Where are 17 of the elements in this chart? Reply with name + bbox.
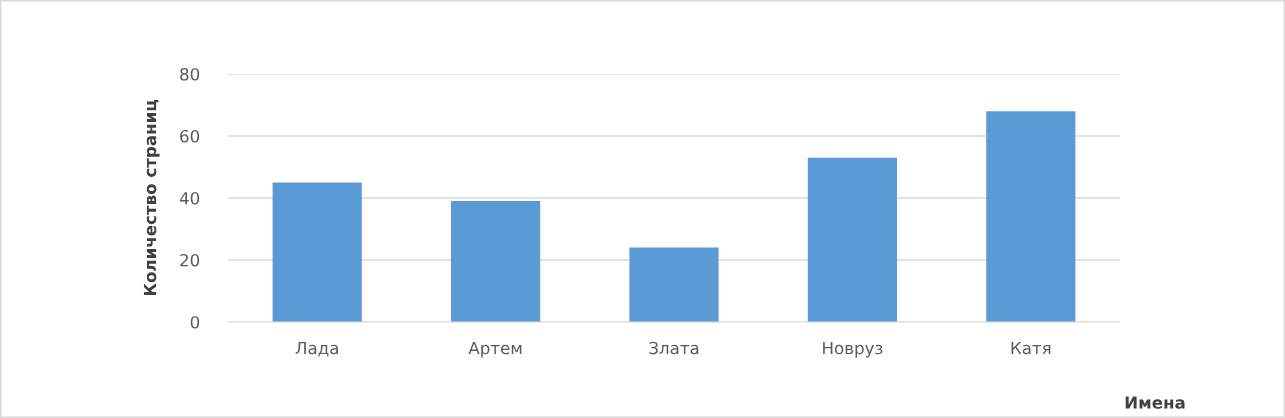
bar [451, 201, 541, 322]
y-tick-label: 0 [190, 315, 200, 329]
y-tick-label: 40 [179, 191, 200, 205]
bar [986, 111, 1076, 322]
y-axis-title: Количество страниц [143, 100, 160, 296]
x-tick-label: Лада [295, 341, 338, 357]
x-tick-label: Артем [468, 341, 522, 358]
bar [629, 247, 719, 322]
x-tick-label: Новруз [823, 341, 883, 358]
x-tick-label: Злата [649, 341, 699, 355]
x-tick-label: Катя [1011, 341, 1051, 355]
bar [272, 182, 362, 322]
y-tick-label: 80 [180, 67, 200, 81]
bar [807, 157, 897, 322]
y-tick-label: 20 [180, 253, 200, 267]
y-tick-label: 60 [180, 129, 200, 143]
x-axis-title: Имена [1125, 396, 1185, 409]
